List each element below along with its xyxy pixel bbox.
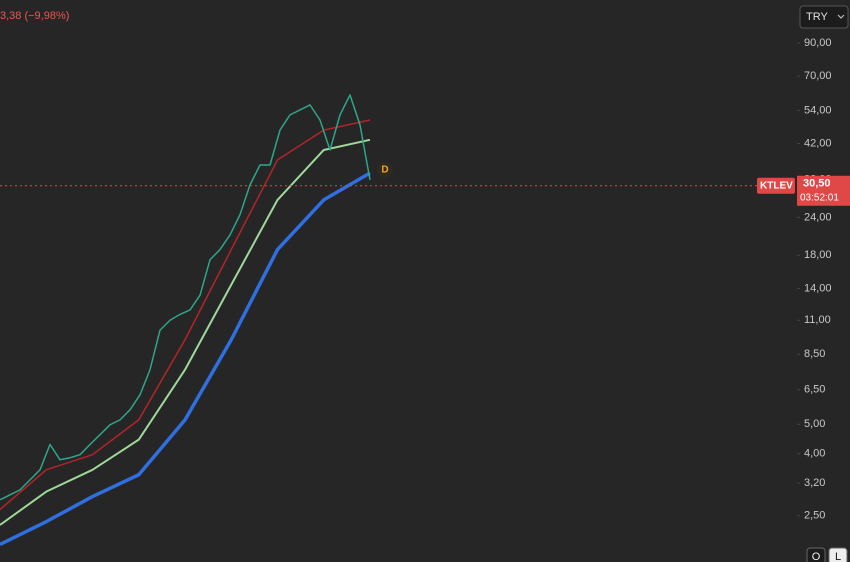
price-badge: [797, 175, 850, 206]
y-tick-label: 24,00: [804, 211, 832, 223]
series-line: [0, 138, 371, 526]
y-tick-label: 6,50: [804, 384, 825, 396]
y-tick-label: 3,20: [804, 477, 825, 489]
y-tick-label: 90,00: [804, 37, 832, 49]
y-tick-label: 70,00: [804, 70, 832, 82]
dropdown-arrow: [837, 14, 845, 19]
symbol-badge: [757, 177, 795, 194]
y-tick-label: 54,00: [804, 104, 832, 116]
scale-button[interactable]: [828, 547, 848, 562]
countdown: 03:52:01: [800, 192, 839, 203]
y-tick-label: 18,00: [804, 249, 832, 261]
y-tick-label: 5,00: [804, 418, 825, 430]
marker-label: D: [381, 165, 388, 176]
symbol-label: KTLEV: [760, 180, 793, 191]
series-line: [0, 119, 371, 511]
last-price-label: 30,50: [803, 178, 831, 190]
scale-button-label[interactable]: L: [835, 551, 841, 562]
marker-badge: [377, 162, 393, 178]
price-change: 3,38 (−9,98%): [0, 10, 69, 22]
currency[interactable]: TRY: [806, 11, 828, 23]
y-tick-label: 14,00: [804, 282, 832, 294]
scale-button[interactable]: [806, 547, 826, 562]
y-tick-label: 42,00: [804, 137, 832, 149]
currency-button[interactable]: [799, 5, 849, 29]
y-tick-label: 8,50: [804, 348, 825, 360]
series-line: [0, 94, 371, 501]
y-tick-label: 2,50: [804, 510, 825, 522]
y-tick-label: 4,00: [804, 448, 825, 460]
y-tick-label: 11,00: [804, 314, 831, 326]
scale-button-label[interactable]: O: [812, 551, 821, 562]
series-line: [0, 171, 371, 547]
